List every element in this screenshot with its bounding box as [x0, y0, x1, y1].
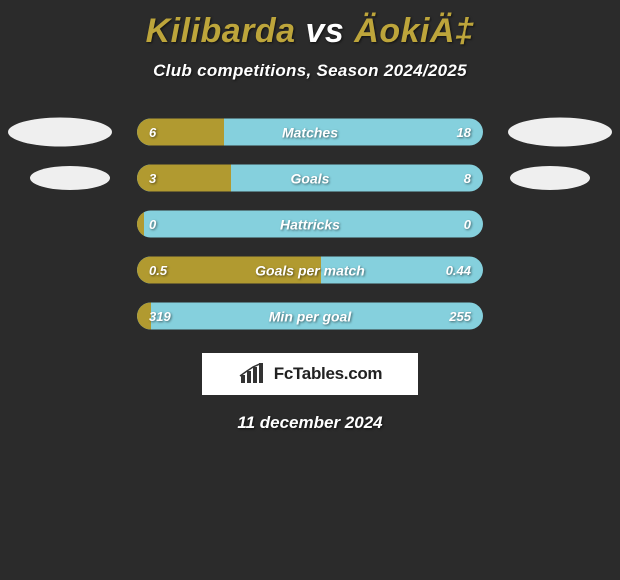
stat-right-value: 18	[457, 125, 471, 140]
stat-right-value: 0	[464, 217, 471, 232]
stat-row: 0 Hattricks 0	[0, 201, 620, 247]
stat-bar: 6 Matches 18	[137, 119, 483, 146]
stat-row: 3 Goals 8	[0, 155, 620, 201]
stat-right-value: 8	[464, 171, 471, 186]
page-title: Kilibarda vs ÄokiÄ‡	[0, 6, 620, 61]
player-left-marker	[8, 118, 112, 147]
player-right-marker	[508, 118, 612, 147]
stat-label: Matches	[282, 124, 338, 140]
date-text: 11 december 2024	[0, 413, 620, 433]
title-vs: vs	[306, 12, 345, 50]
stat-row: 319 Min per goal 255	[0, 293, 620, 339]
stat-rows: 6 Matches 18 3 Goals 8 0 Hattricks 0 0.5 Goals per…	[0, 109, 620, 339]
stat-left-value: 3	[149, 171, 156, 186]
stat-label: Goals	[291, 170, 330, 186]
stat-label: Goals per match	[255, 262, 365, 278]
stat-left-value: 319	[149, 309, 171, 324]
player-left-marker	[30, 166, 110, 190]
stat-row: 0.5 Goals per match 0.44	[0, 247, 620, 293]
subtitle: Club competitions, Season 2024/2025	[0, 61, 620, 81]
stat-left-value: 0.5	[149, 263, 167, 278]
player-right-marker	[510, 166, 590, 190]
stat-left-value: 6	[149, 125, 156, 140]
stat-bar: 0 Hattricks 0	[137, 211, 483, 238]
stat-right-value: 0.44	[446, 263, 471, 278]
player-left-name: Kilibarda	[146, 12, 296, 50]
fctables-logo[interactable]: FcTables.com	[202, 353, 418, 395]
stat-bar: 0.5 Goals per match 0.44	[137, 257, 483, 284]
stat-left-value: 0	[149, 217, 156, 232]
stat-bar: 319 Min per goal 255	[137, 303, 483, 330]
root: Kilibarda vs ÄokiÄ‡ Club competitions, S…	[0, 0, 620, 433]
chart-bars-icon	[238, 363, 268, 385]
stat-right-value: 255	[449, 309, 471, 324]
logo-text: FcTables.com	[274, 364, 383, 384]
player-right-name: ÄokiÄ‡	[354, 12, 474, 50]
stat-label: Min per goal	[269, 308, 351, 324]
stat-bar-left-fill	[137, 211, 144, 238]
stat-row: 6 Matches 18	[0, 109, 620, 155]
stat-label: Hattricks	[280, 216, 340, 232]
stat-bar: 3 Goals 8	[137, 165, 483, 192]
